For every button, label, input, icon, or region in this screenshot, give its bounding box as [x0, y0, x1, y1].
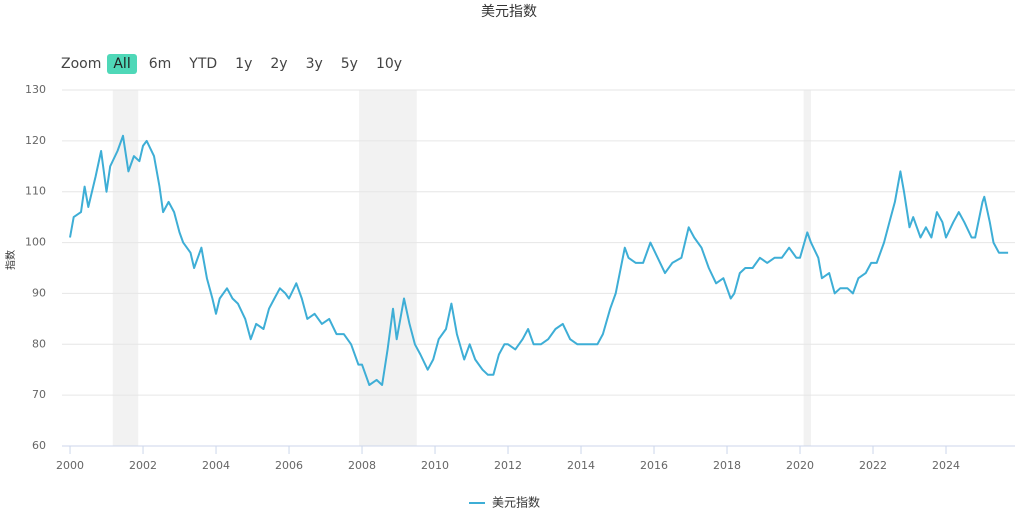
x-tick-label: 2014	[567, 459, 595, 472]
y-tick-label: 120	[25, 134, 46, 147]
x-tick-label: 2018	[713, 459, 741, 472]
y-tick-label: 70	[32, 388, 46, 401]
y-tick-label: 80	[32, 337, 46, 350]
x-tick-label: 2020	[786, 459, 814, 472]
chart-title: 美元指数	[481, 4, 537, 20]
x-tick-label: 2024	[932, 459, 960, 472]
x-tick-label: 2004	[202, 459, 230, 472]
range-button[interactable]: 1y	[235, 56, 253, 72]
y-tick-label: 90	[32, 286, 46, 299]
range-selector: Zoom All 6m YTD 1y 2y 3y 5y 10y	[61, 54, 408, 74]
legend-label: 美元指数	[492, 495, 540, 510]
zoom-label: Zoom	[61, 56, 102, 72]
x-tick-label: 2002	[129, 459, 157, 472]
x-tick-label: 2022	[859, 459, 887, 472]
range-button[interactable]: 2y	[270, 56, 288, 72]
x-tick-label: 2008	[348, 459, 376, 472]
y-tick-label: 110	[25, 185, 46, 198]
x-tick-label: 2016	[640, 459, 668, 472]
y-axis-label: 指数	[4, 250, 17, 270]
x-tick-label: 2006	[275, 459, 303, 472]
range-button[interactable]: 5y	[340, 56, 358, 72]
range-button[interactable]: 10y	[375, 56, 403, 72]
y-tick-label: 60	[32, 439, 46, 452]
range-button[interactable]: All	[107, 54, 137, 74]
range-button[interactable]: YTD	[189, 56, 218, 72]
y-tick-label: 130	[25, 83, 46, 96]
x-tick-label: 2000	[56, 459, 84, 472]
plot-band	[359, 90, 417, 446]
range-button[interactable]: 3y	[305, 56, 323, 72]
plot-band	[803, 90, 811, 446]
range-button[interactable]: 6m	[148, 56, 172, 72]
y-tick-label: 100	[25, 236, 46, 249]
data-line	[69, 134, 1009, 386]
x-tick-label: 2010	[421, 459, 449, 472]
plot-band	[112, 90, 139, 446]
x-tick-label: 2012	[494, 459, 522, 472]
